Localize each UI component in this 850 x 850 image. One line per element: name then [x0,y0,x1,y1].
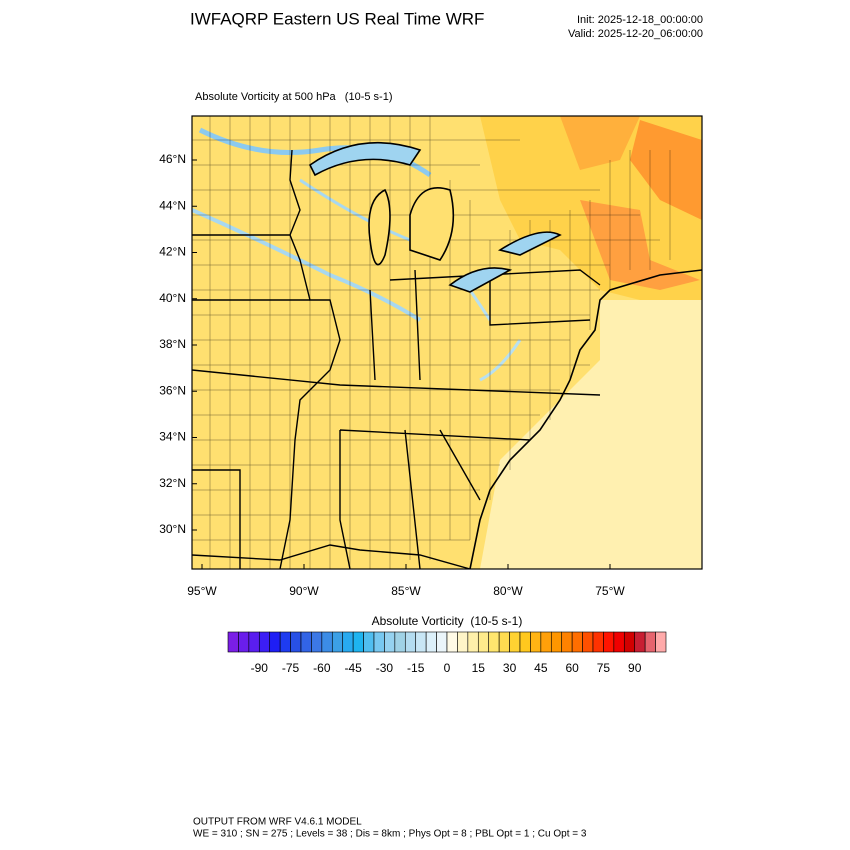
atlantic-coast [469,269,702,569]
colorbar-box [477,631,490,653]
title: IWFAQRP Eastern US Real Time WRF [190,9,484,28]
colorbar-box [321,631,333,653]
colorbar-tick-label: 0 [444,661,451,675]
colorbar-box [331,631,344,653]
colorbar-box [290,631,302,653]
colorbar-box [363,631,375,653]
lon-labels: 95°W 90°W 85°W 80°W 75°W [187,564,625,598]
colorbar-box [311,631,323,653]
footer-line: OUTPUT FROM WRF V4.6.1 MODEL [193,817,362,828]
colorbar-box [373,631,385,653]
lat-label: 34°N [159,430,186,444]
state-lines [192,149,601,569]
colorbar-box [394,631,406,653]
field-area [480,300,702,569]
colorbar-box [509,631,521,653]
colorbar-box [655,631,667,653]
lat-label: 30°N [159,522,186,536]
field-area [630,120,702,220]
colorbar-box [415,631,427,653]
lat-label: 46°N [159,152,186,166]
gulf-coast [192,544,471,569]
colorbar-box [571,631,583,653]
colorbar-tick-label: 15 [472,661,486,675]
colorbar-tick-label: -90 [251,661,269,675]
colorbar-box [384,631,396,653]
lat-label: 42°N [159,245,186,259]
colorbar-box [227,631,239,653]
lon-label: 95°W [187,584,217,598]
lat-label: 44°N [159,198,186,212]
colorbar-box [582,631,594,653]
colorbar-tick-label: -15 [407,661,425,675]
colorbar-box [592,631,604,653]
footer-line: WE = 310 ; SN = 275 ; Levels = 38 ; Dis … [193,829,587,840]
lat-label: 40°N [159,291,186,305]
colorbar-tick-label: 30 [503,661,517,675]
colorbar-box [425,631,437,653]
map [191,115,703,570]
colorbar-box [342,631,354,653]
colorbar-box [530,631,542,653]
colorbar-box [248,631,260,653]
colorbar-box [488,631,500,653]
colorbar-box [644,631,656,653]
colorbar-box [540,631,552,653]
colorbar-box [446,631,458,653]
lon-label: 85°W [391,584,421,598]
colorbar-tick-label: -30 [376,661,394,675]
init-time: Init: 2025-12-18_00:00:00 [577,14,703,26]
colorbar-box [352,631,364,653]
colorbar-tick-label: -45 [344,661,362,675]
field-area [560,116,640,170]
map-title: Absolute Vorticity at 500 hPa (10-5 s-1) [195,91,393,103]
colorbar: -90 -75 -60 -45 -30 -15 0 15 30 45 60 75 90 [227,631,667,675]
colorbar-box [436,631,448,653]
lat-label: 36°N [159,383,186,397]
colorbar-tick-label: 75 [597,661,611,675]
lat-label: 38°N [159,337,186,351]
colorbar-tick-label: 90 [628,661,642,675]
colorbar-box [550,631,563,653]
colorbar-box [404,631,417,653]
colorbar-box [279,631,291,653]
colorbar-box [238,631,250,653]
colorbar-box [613,631,625,653]
colorbar-box [498,631,510,653]
lat-label: 32°N [159,476,186,490]
colorbar-box [561,631,573,653]
colorbar-box [300,631,312,653]
colorbar-tick-label: -60 [313,661,331,675]
lon-label: 75°W [595,584,625,598]
colorbar-tick-label: 45 [534,661,548,675]
colorbar-box [258,631,271,653]
colorbar-box [519,631,531,653]
colorbar-box [634,631,646,653]
colorbar-box [623,631,636,653]
colorbar-box [603,631,615,653]
lon-label: 90°W [289,584,319,598]
colorbar-label: Absolute Vorticity (10-5 s-1) [372,614,523,628]
lat-labels: 46°N 44°N 42°N 40°N 38°N 36°N 34°N 32°N 30°N [159,152,197,536]
lon-label: 80°W [493,584,523,598]
map-frame [191,115,703,570]
valid-time: Valid: 2025-12-20_06:00:00 [568,28,703,40]
colorbar-box [457,631,469,653]
coastline [308,141,562,293]
colorbar-tick-label: 60 [565,661,579,675]
colorbar-box [467,631,479,653]
colorbar-box [269,631,281,653]
colorbar-tick-label: -75 [282,661,300,675]
